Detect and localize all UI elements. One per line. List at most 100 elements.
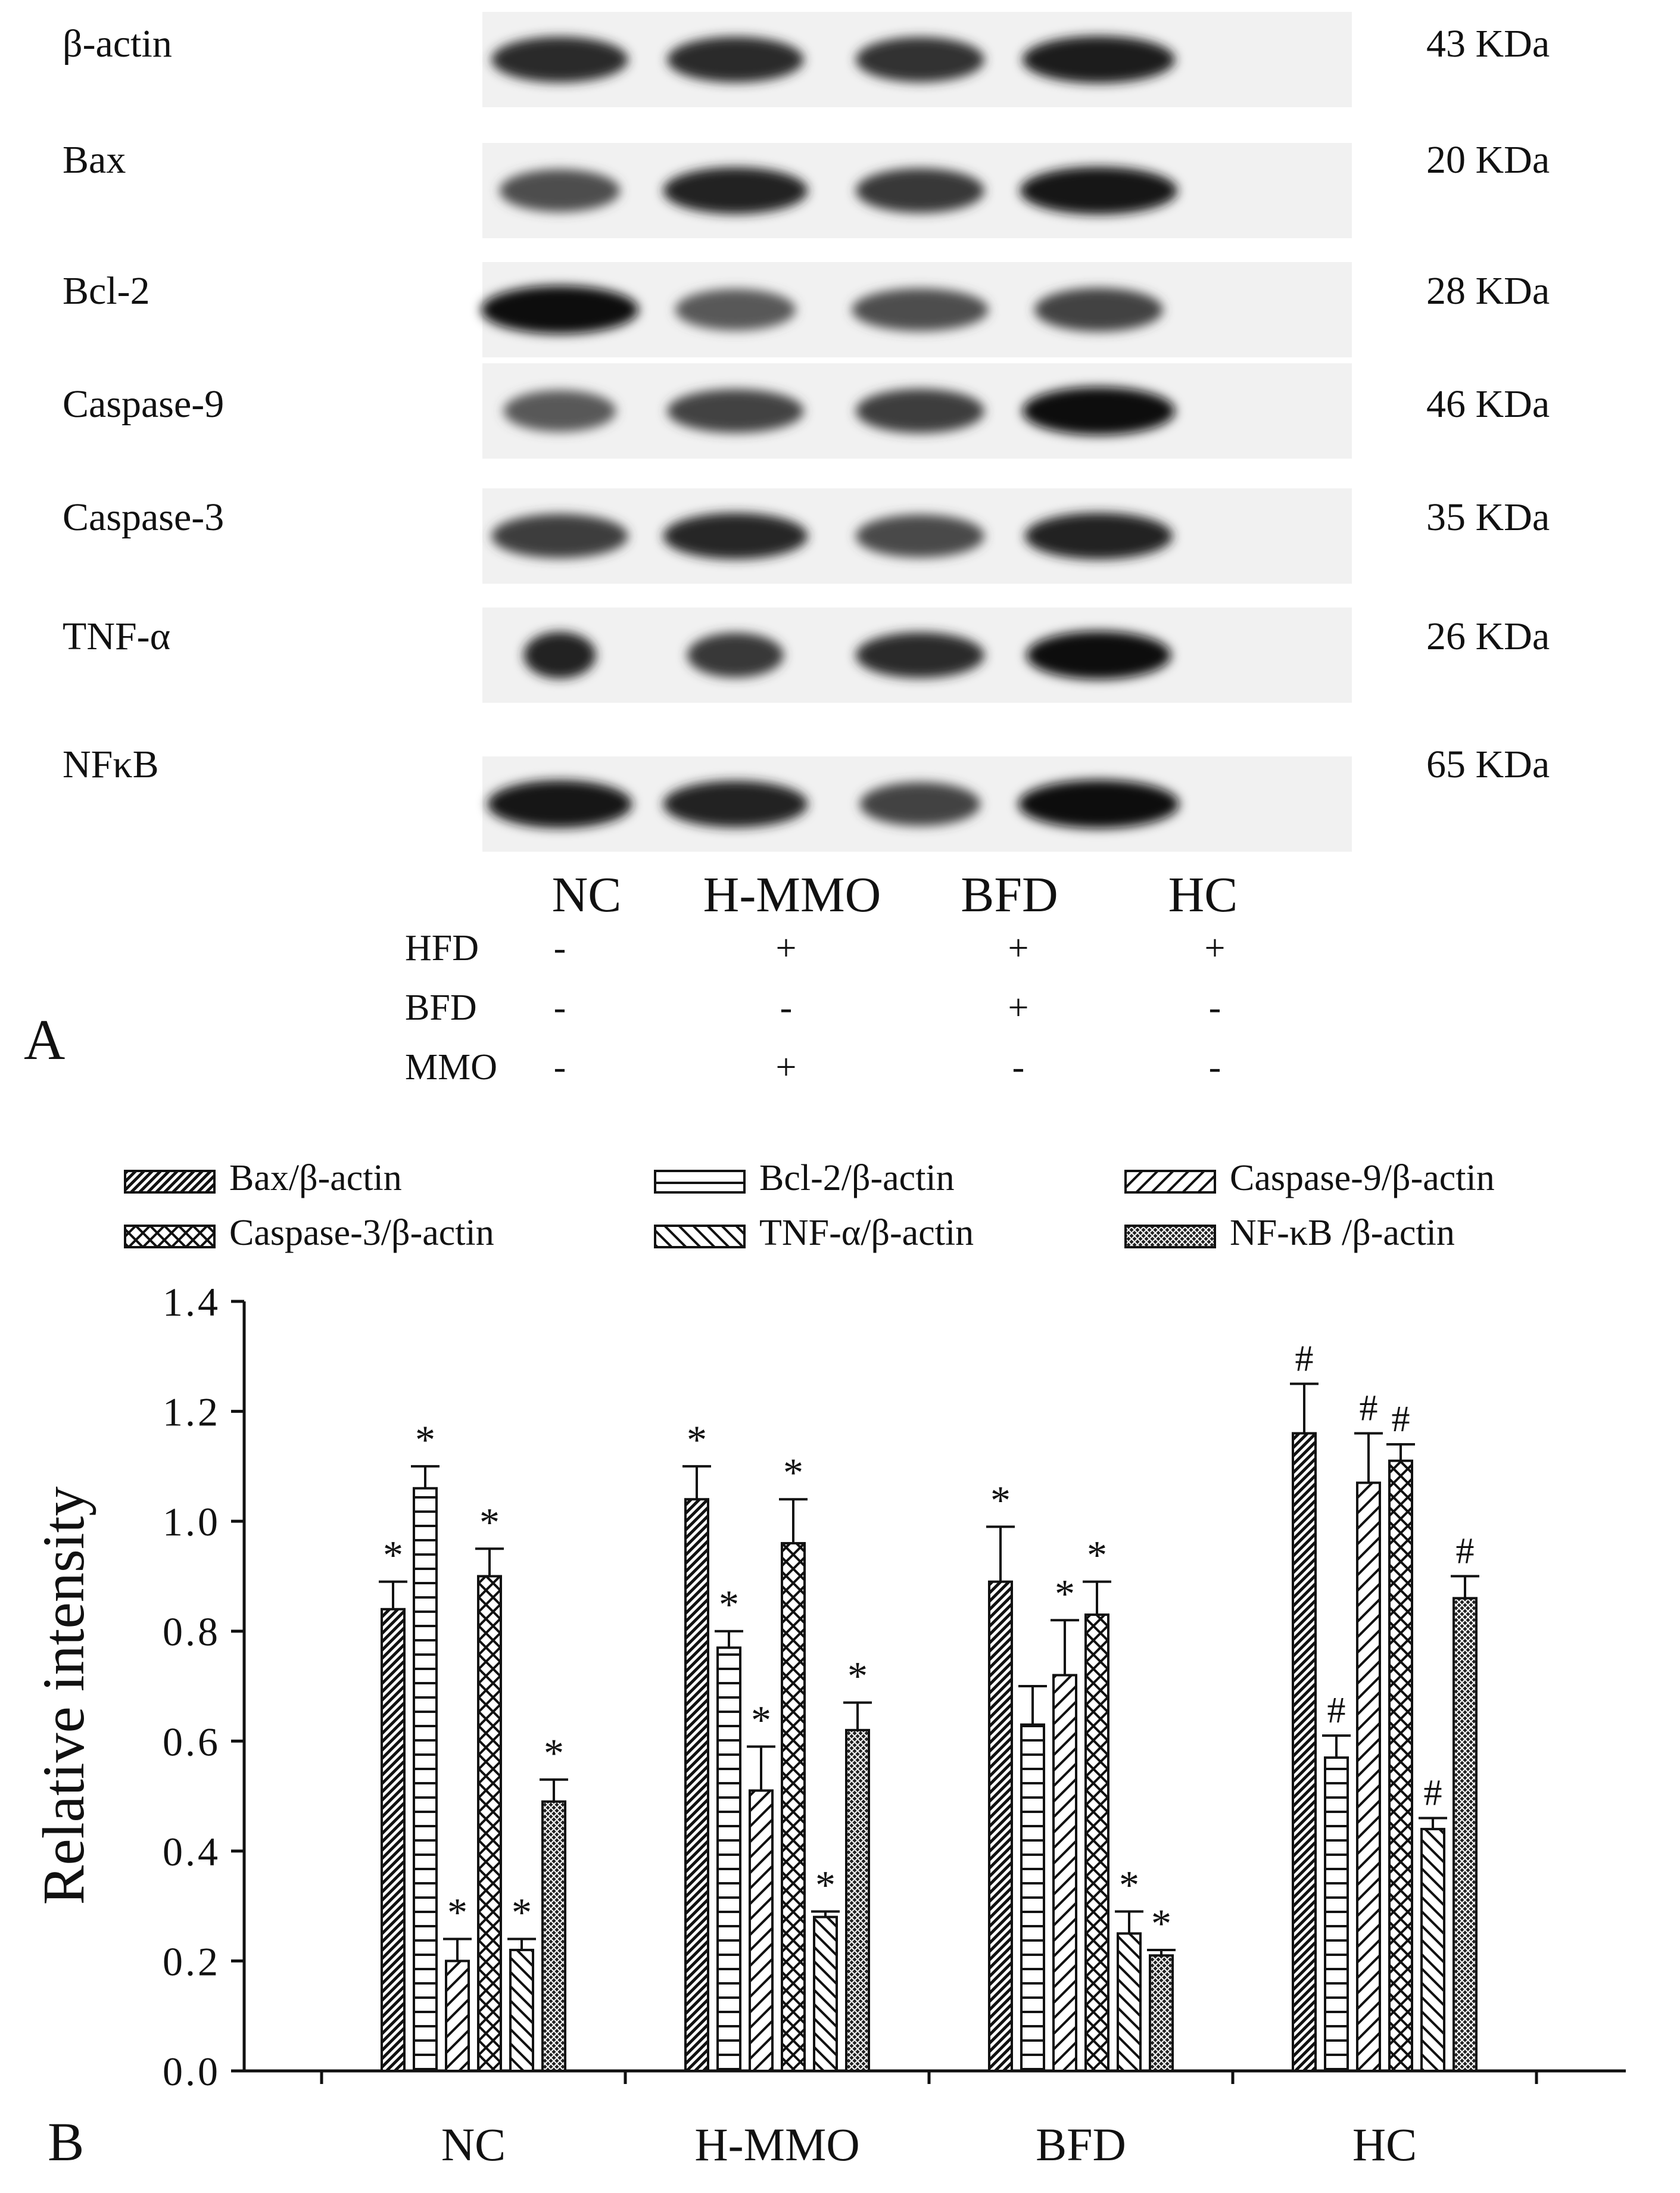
treatment-mark: - <box>1209 988 1221 1028</box>
significance-mark: * <box>719 1582 739 1627</box>
y-tick-label: 1.0 <box>163 1499 220 1544</box>
significance-mark: * <box>479 1499 500 1544</box>
legend-label: Bax/β-actin <box>229 1158 402 1198</box>
protein-label: TNF-α <box>63 615 170 658</box>
blot-band <box>487 780 632 828</box>
blot-band <box>1018 780 1179 828</box>
chart-legend: Bax/β-actin Bcl-2/β-actin Caspase-9/β-acti… <box>124 1158 1495 1253</box>
protein-label: Bcl-2 <box>63 269 150 313</box>
blot-band <box>1020 166 1178 215</box>
legend-label: TNF-α/β-actin <box>759 1213 974 1253</box>
significance-mark: * <box>447 1890 467 1935</box>
treatment-mark: - <box>1209 1047 1221 1088</box>
bar-chart: Bax/β-actin Bcl-2/β-actin Caspase-9/β-acti… <box>30 1158 1626 2172</box>
significance-mark: # <box>1392 1399 1410 1440</box>
blot-band <box>856 632 984 678</box>
molecular-weight-label: 35 KDa <box>1426 496 1550 539</box>
bar <box>845 1728 870 2073</box>
molecular-weight-label: 20 KDa <box>1426 138 1550 182</box>
significance-mark: * <box>815 1862 836 1907</box>
bar <box>1020 1723 1045 2072</box>
molecular-weight-labels: 43 KDa 20 KDa 28 KDa 46 KDa 35 KDa 26 KDa 65 K… <box>1426 22 1550 786</box>
bar <box>1084 1613 1109 2072</box>
lane-label: H-MMO <box>703 867 881 923</box>
western-blot-panel: β-actin Bax Bcl-2 Caspase-9 Caspase-3 TNF-α NF… <box>0 0 1680 1090</box>
significance-mark: * <box>1087 1532 1107 1578</box>
treatment-mark: + <box>1008 988 1029 1028</box>
bar <box>509 1948 534 2072</box>
protein-label: β-actin <box>63 22 172 66</box>
legend-label: Caspase-9/β-actin <box>1230 1158 1495 1198</box>
legend-swatch <box>654 1170 746 1194</box>
bar <box>716 1646 741 2072</box>
x-axis-labels: NC H-MMO BFD HC <box>441 2119 1417 2170</box>
molecular-weight-label: 65 KDa <box>1426 743 1550 786</box>
blot-band <box>667 36 804 83</box>
legend-swatch <box>654 1225 746 1248</box>
blot-band <box>491 36 628 83</box>
lane-label: HC <box>1168 867 1238 923</box>
blot-strips <box>481 12 1352 852</box>
significance-mark: * <box>544 1730 564 1775</box>
y-tick-label: 1.2 <box>163 1390 220 1435</box>
protein-label: Caspase-9 <box>63 382 224 426</box>
legend-swatch <box>124 1225 216 1248</box>
treatment-mark: - <box>554 1047 566 1088</box>
blot-band <box>481 285 639 334</box>
bar <box>813 1915 838 2072</box>
blot-band <box>663 513 808 559</box>
blot-band <box>667 389 804 433</box>
significance-mark: * <box>512 1890 532 1935</box>
significance-mark: * <box>847 1653 868 1699</box>
treatment-mark: - <box>554 988 566 1028</box>
bar <box>988 1580 1013 2072</box>
bar-chart-panel: Bax/β-actin Bcl-2/β-actin Caspase-9/β-acti… <box>0 1090 1680 2190</box>
bar <box>541 1800 566 2073</box>
blot-band <box>663 167 808 214</box>
significance-mark: # <box>1360 1388 1378 1428</box>
treatment-mark: + <box>1008 928 1029 968</box>
blot-band <box>499 169 621 212</box>
significance-mark: * <box>1151 1901 1171 1946</box>
panel-b-label: B <box>48 2111 84 2172</box>
y-tick-label: 0.4 <box>163 1829 220 1874</box>
bar <box>445 1960 470 2073</box>
western-blot-figure: β-actin Bax Bcl-2 Caspase-9 Caspase-3 TNF-α NF… <box>24 12 1550 1088</box>
protein-labels: β-actin Bax Bcl-2 Caspase-9 Caspase-3 TNF-α NF… <box>63 22 224 786</box>
significance-mark: * <box>687 1417 707 1462</box>
blot-band <box>856 388 984 434</box>
legend-label: NF-κB /β-actin <box>1230 1213 1455 1253</box>
treatment-mark: - <box>1012 1047 1025 1088</box>
treatment-name: HFD <box>405 928 479 968</box>
blot-band <box>663 780 808 828</box>
blot-band <box>523 631 596 679</box>
bar <box>1453 1597 1478 2072</box>
protein-label: Caspase-3 <box>63 496 224 539</box>
protein-label: NFκB <box>63 743 159 786</box>
bar <box>1388 1459 1413 2073</box>
y-tick-label: 0.0 <box>163 2049 220 2094</box>
bar <box>1292 1432 1317 2072</box>
molecular-weight-label: 26 KDa <box>1426 615 1550 658</box>
bar <box>477 1575 502 2072</box>
protein-label: Bax <box>63 138 126 182</box>
significance-mark: # <box>1456 1531 1475 1571</box>
legend-swatch <box>1124 1225 1216 1248</box>
blot-band <box>856 168 984 213</box>
molecular-weight-label: 46 KDa <box>1426 382 1550 426</box>
blot-band <box>1024 512 1173 560</box>
y-tick-label: 0.6 <box>163 1719 220 1764</box>
legend-label: Bcl-2/β-actin <box>759 1158 955 1198</box>
x-tick-label: NC <box>441 2119 506 2170</box>
significance-mark: * <box>1119 1862 1139 1907</box>
treatment-table: HFD - + + + BFD - - + - MMO - + - - <box>405 928 1225 1088</box>
treatment-mark: - <box>780 988 793 1028</box>
blot-band <box>856 514 984 558</box>
y-axis-title: Relative intensity <box>30 1487 96 1905</box>
chart-bars: * * * * * * * * * * * * * * * * * # # # # # # <box>379 1338 1479 2073</box>
lane-labels: NC H-MMO BFD HC <box>552 867 1238 923</box>
bar <box>1420 1827 1445 2072</box>
blot-band <box>1022 387 1176 435</box>
y-tick-label: 0.8 <box>163 1609 220 1655</box>
blot-band <box>859 782 981 826</box>
